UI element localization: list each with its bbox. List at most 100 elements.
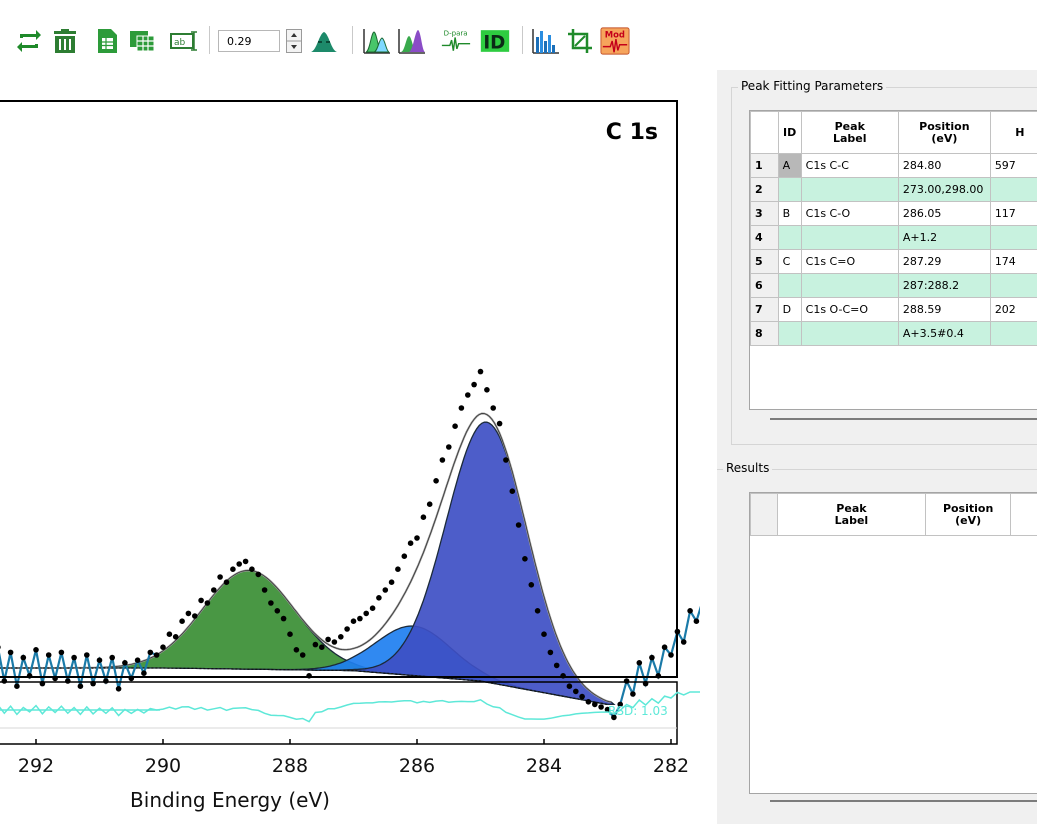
row-header[interactable]: 1 (751, 154, 779, 178)
row-header[interactable]: 2 (751, 178, 779, 202)
corner-header[interactable] (751, 112, 779, 154)
data-point (465, 392, 471, 398)
h-cell[interactable]: 202 (990, 298, 1037, 322)
id-cell[interactable] (778, 322, 801, 346)
position-cell[interactable]: A+1.2 (898, 226, 990, 250)
peak-label-cell[interactable] (801, 322, 898, 346)
bar-peaks-icon[interactable] (531, 22, 561, 60)
position-cell[interactable]: A+3.5#0.4 (898, 322, 990, 346)
data-point (148, 650, 154, 656)
h-cell[interactable] (990, 322, 1037, 346)
id-cell[interactable] (778, 226, 801, 250)
id-cell[interactable]: C (778, 250, 801, 274)
data-point (71, 655, 77, 661)
position-cell[interactable]: 288.59 (898, 298, 990, 322)
id-icon[interactable]: ID (480, 22, 510, 60)
peak-label-cell[interactable]: C1s O-C=O (801, 298, 898, 322)
data-point (351, 618, 357, 624)
params-row[interactable]: 6 287:288.2 (751, 274, 1037, 298)
column-header-position[interactable]: Position (eV) (898, 112, 990, 154)
peak-shape-icon[interactable] (309, 22, 339, 60)
data-point (122, 660, 128, 666)
id-cell[interactable]: D (778, 298, 801, 322)
params-row[interactable]: 2 273.00,298.00 (751, 178, 1037, 202)
position-cell[interactable]: 286.05 (898, 202, 990, 226)
spinner-icon[interactable] (286, 29, 302, 53)
crop-icon[interactable] (565, 22, 595, 60)
results-corner-header[interactable] (751, 494, 778, 536)
row-header[interactable]: 3 (751, 202, 779, 226)
data-point (325, 637, 331, 643)
fit-peaks-green-icon[interactable] (397, 22, 427, 60)
textbox-icon[interactable]: ab (169, 22, 199, 60)
row-header[interactable]: 6 (751, 274, 779, 298)
peak-label-cell[interactable]: C1s C=O (801, 250, 898, 274)
data-point (103, 678, 109, 684)
data-point (198, 598, 204, 604)
refresh-icon[interactable] (14, 22, 44, 60)
mod-icon[interactable]: Mod (600, 22, 630, 60)
id-cell[interactable] (778, 274, 801, 298)
data-point (160, 644, 166, 650)
params-row[interactable]: 4 A+1.2 (751, 226, 1037, 250)
data-point (224, 579, 230, 585)
spreadsheet-icon[interactable] (92, 22, 122, 60)
column-header-peak-label[interactable]: Peak Label (801, 112, 898, 154)
peak-label-cell[interactable]: C1s C-O (801, 202, 898, 226)
fit-peaks-icon[interactable] (362, 22, 392, 60)
params-horizontal-scrollbar[interactable] (770, 418, 1037, 420)
results-table[interactable]: Peak Label Position (eV) (749, 492, 1037, 794)
data-trace-right (608, 582, 701, 717)
d-para-icon[interactable]: D-para (441, 22, 471, 60)
h-cell[interactable]: 597 (990, 154, 1037, 178)
position-cell[interactable]: 287.29 (898, 250, 990, 274)
h-cell[interactable] (990, 226, 1037, 250)
h-cell[interactable] (990, 178, 1037, 202)
data-point (579, 694, 585, 700)
peak-label-cell[interactable] (801, 178, 898, 202)
table-icon[interactable] (127, 22, 157, 60)
data-point (383, 587, 389, 593)
id-cell[interactable]: B (778, 202, 801, 226)
id-cell[interactable] (778, 178, 801, 202)
data-point (2, 678, 8, 684)
main-frame (0, 101, 677, 677)
params-row[interactable]: 8 A+3.5#0.4 (751, 322, 1037, 346)
results-column-header-next[interactable] (1011, 494, 1037, 536)
data-point (541, 631, 547, 637)
h-cell[interactable]: 117 (990, 202, 1037, 226)
data-point (84, 652, 90, 658)
position-cell[interactable]: 284.80 (898, 154, 990, 178)
results-horizontal-scrollbar[interactable] (770, 800, 1037, 802)
data-point (59, 650, 65, 656)
results-column-header-peak-label[interactable]: Peak Label (778, 494, 926, 536)
data-point (262, 587, 268, 593)
peak-label-cell[interactable] (801, 274, 898, 298)
row-header[interactable]: 5 (751, 250, 779, 274)
position-cell[interactable]: 273.00,298.00 (898, 178, 990, 202)
position-cell[interactable]: 287:288.2 (898, 274, 990, 298)
peak-label-cell[interactable]: C1s C-C (801, 154, 898, 178)
trash-icon[interactable] (50, 22, 80, 60)
data-point (46, 652, 52, 658)
row-header[interactable]: 4 (751, 226, 779, 250)
id-cell[interactable]: A (778, 154, 801, 178)
peak-label-cell[interactable] (801, 226, 898, 250)
column-header-h[interactable]: H (990, 112, 1037, 154)
column-header-id[interactable]: ID (778, 112, 801, 154)
data-point (192, 613, 198, 619)
h-cell[interactable] (990, 274, 1037, 298)
ratio-input[interactable]: 0.29 (218, 30, 280, 52)
row-header[interactable]: 8 (751, 322, 779, 346)
results-column-header-position[interactable]: Position (eV) (925, 494, 1011, 536)
row-header[interactable]: 7 (751, 298, 779, 322)
data-point (236, 561, 242, 567)
h-cell[interactable]: 174 (990, 250, 1037, 274)
